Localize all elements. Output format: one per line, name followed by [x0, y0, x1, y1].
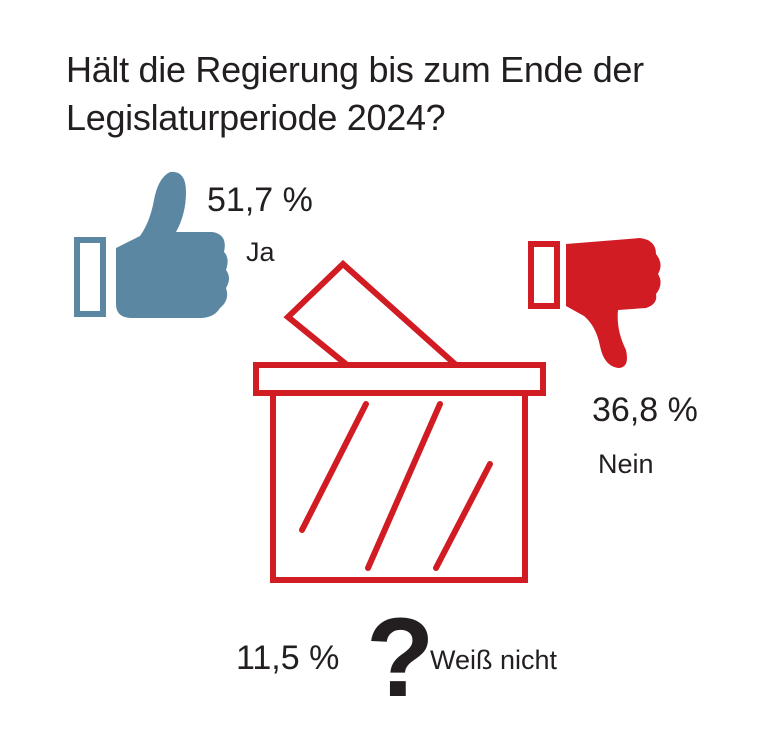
- ballot-box-icon: [253, 259, 546, 583]
- category-label-nein: Nein: [598, 449, 654, 479]
- category-label-weiss-nicht: Weiß nicht: [430, 645, 558, 675]
- thumbs-up-icon: [74, 171, 229, 318]
- value-label-weiss-nicht: 11,5 %: [236, 639, 340, 677]
- category-label-ja: Ja: [246, 237, 275, 267]
- thumbs-down-icon: [528, 238, 661, 368]
- chart-title: Hält die Regierung bis zum Ende der Legi…: [66, 49, 644, 138]
- value-label-nein: 36,8 %: [592, 391, 698, 429]
- value-label-ja: 51,7 %: [207, 181, 313, 219]
- question-mark-icon: ?: [366, 595, 435, 720]
